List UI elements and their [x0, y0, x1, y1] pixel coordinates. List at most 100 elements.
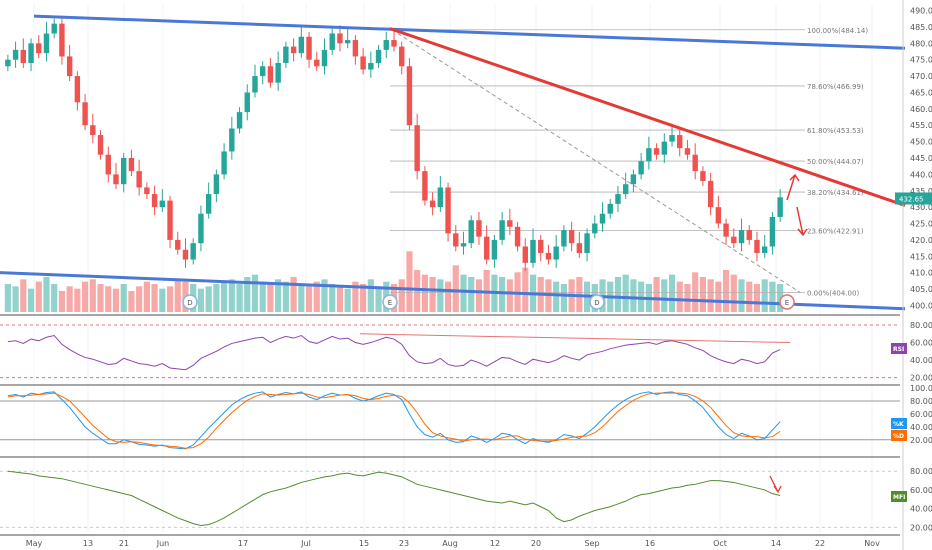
y-tick-label: 40.00 [910, 356, 932, 365]
candle-body [661, 141, 667, 155]
candle-body [777, 197, 783, 217]
candle-body [344, 40, 351, 44]
volume-bar [20, 279, 27, 312]
candle-body [445, 187, 451, 234]
candle-body [5, 59, 11, 67]
stoch-d-tag-label: %D [893, 433, 904, 440]
resistance-line [389, 27, 906, 207]
candle-body [599, 213, 606, 224]
volume-bar [105, 286, 112, 312]
stoch-d-tag [891, 430, 907, 441]
fib-label: 78.60%(466.99) [807, 83, 864, 91]
candle-body [198, 213, 204, 244]
volume-bar [228, 279, 235, 312]
candle-body [267, 66, 274, 83]
event-badge-label: E [785, 299, 789, 307]
candle-body [97, 135, 104, 155]
candle-body [352, 40, 359, 57]
volume-bar [375, 286, 382, 312]
y-tick-label: 455.00 [910, 121, 932, 130]
candle-body [28, 43, 34, 63]
candle-body [584, 233, 590, 254]
y-axis: 400.00 405.00 410.00 415.00 420.00 425.00 430.… [891, 0, 932, 550]
volume-bar [522, 267, 529, 312]
volume-bar [298, 284, 305, 312]
candle-body [275, 62, 281, 83]
candle-body [684, 148, 691, 155]
candle-body [283, 46, 289, 63]
candle-body [453, 233, 459, 247]
volume-bar [82, 281, 89, 312]
volume-bar [89, 279, 96, 312]
candle-body [360, 56, 366, 70]
stoch-line-k [7, 391, 781, 450]
candle-body [144, 187, 150, 195]
volume-bar [769, 281, 776, 312]
event-badge [779, 294, 795, 310]
candle-body [205, 194, 212, 214]
volume-bar [66, 286, 73, 312]
mfi-tag [891, 491, 907, 502]
x-axis: May 13 21 Jun 17 Jul 15 23 Aug 12 20 Sep 16 Oct 14 22 No… [26, 539, 880, 548]
volume-bar [360, 284, 367, 312]
x-tick-label: 13 [83, 539, 93, 548]
volume-bar [352, 281, 359, 312]
y-tick-label: 60.00 [910, 410, 932, 419]
x-tick-label: 23 [399, 539, 409, 548]
volume-bar [622, 274, 629, 312]
candle-body [715, 207, 722, 224]
rsi-line [7, 334, 781, 371]
candle-body [59, 23, 65, 57]
candle-body [568, 230, 575, 244]
y-tick-label: 460.00 [910, 105, 932, 114]
volume-bar [43, 277, 50, 312]
x-tick-label: 21 [119, 539, 129, 548]
volume-bar [661, 279, 668, 312]
volume-bar [313, 281, 320, 312]
volume-bar [668, 274, 676, 312]
dashed-diagonal-line [391, 29, 801, 293]
volume-bar [205, 286, 212, 312]
candle-body [337, 33, 343, 44]
y-tick-label: 425.00 [910, 220, 932, 229]
y-tick-label: 445.00 [910, 154, 932, 163]
candle-body [738, 230, 745, 244]
candle-body [159, 200, 166, 208]
candle-body [236, 112, 243, 129]
y-tick-label: 470.00 [910, 72, 932, 81]
candle-body [368, 62, 374, 70]
volume-bar [707, 279, 714, 312]
candle-body [707, 180, 714, 208]
volume-bar [251, 274, 259, 312]
candle-body [677, 135, 683, 149]
y-tick-label: 435.00 [910, 187, 932, 196]
candle-body [213, 174, 220, 195]
volume-bar [166, 286, 174, 312]
y-tick-label: 430.00 [910, 203, 932, 212]
volume-bar [452, 265, 459, 312]
x-tick-label: Aug [442, 539, 458, 548]
candle-body [476, 220, 482, 237]
volume-bar [275, 279, 282, 312]
candle-body [437, 187, 444, 208]
candle-body [136, 171, 142, 188]
x-tick-label: 20 [531, 539, 541, 548]
candle-body [522, 246, 528, 263]
volume-bar [74, 288, 81, 312]
volume-bar [738, 279, 745, 312]
candle-body [36, 43, 42, 54]
volume-bar [553, 281, 560, 312]
volume-bar [429, 277, 436, 312]
candle-body [314, 59, 320, 67]
upper-channel-line [33, 14, 906, 50]
candle-body [491, 239, 498, 260]
candle-body [483, 236, 490, 260]
fibonacci-levels: 100.00%(484.14) 78.60%(466.99) 61.80%(453.… [390, 27, 868, 297]
candle-body [576, 243, 583, 254]
candle-body [128, 158, 135, 172]
x-tick-label: 17 [238, 539, 248, 548]
trend-lines[interactable] [0, 14, 906, 311]
candle-body [321, 49, 328, 67]
